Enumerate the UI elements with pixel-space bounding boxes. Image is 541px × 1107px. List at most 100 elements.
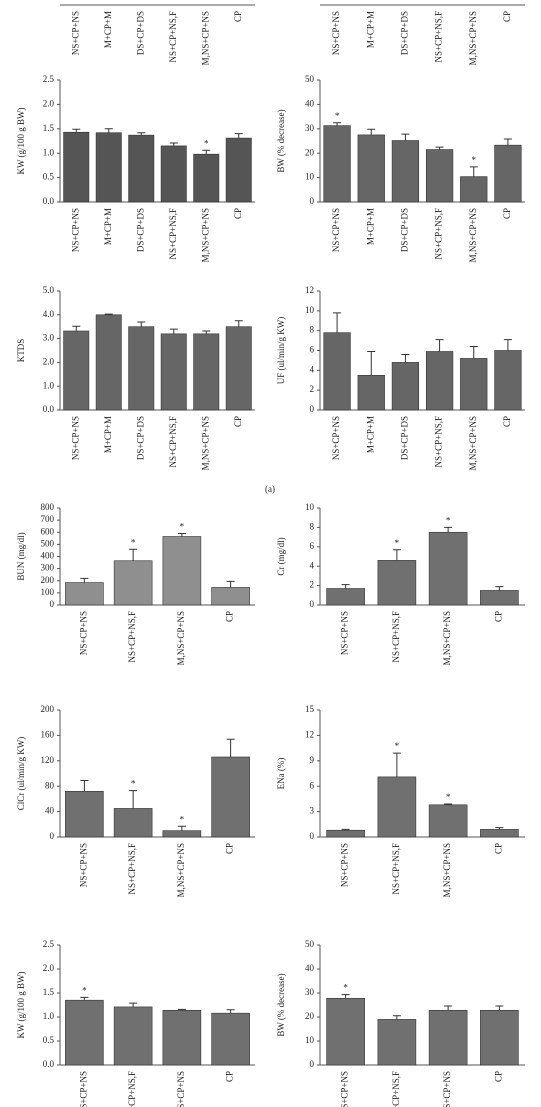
y-tick-label: 15: [305, 704, 315, 714]
x-tick-label: CP: [502, 416, 512, 427]
x-tick-label: M+CP+M: [365, 208, 375, 245]
y-tick-label: 700: [41, 514, 55, 524]
error-bar: [169, 328, 178, 334]
x-tick-label: CP: [502, 208, 512, 219]
y-tick-label: 20: [305, 1011, 315, 1021]
bar: [160, 333, 187, 411]
significance-mark: *: [335, 111, 340, 121]
y-tick-label: 8: [310, 521, 315, 531]
bar: [225, 326, 252, 411]
y-tick-label: 30: [305, 123, 315, 133]
bar: [193, 153, 220, 203]
x-tick-label: NS+CP+NS,F: [391, 843, 401, 894]
significance-mark: *: [395, 741, 400, 751]
x-tick-label: NS+CP+NS,F: [127, 1071, 137, 1107]
significance-mark: *: [131, 779, 136, 789]
x-tick-label: NS+CP+NS: [340, 1071, 350, 1107]
y-tick-label: 10: [305, 172, 315, 182]
x-tick-label: M+CP+M: [365, 11, 375, 48]
error-bar: [234, 133, 243, 139]
x-tick-label: NS+CP+NS,F: [434, 208, 444, 259]
error-bar: [333, 312, 342, 333]
x-tick-label: M,NS+CP+NS: [442, 843, 452, 897]
x-tick-label: NS+CP+NS: [78, 611, 88, 655]
bar: [211, 1012, 250, 1066]
bar: [162, 830, 202, 838]
y-tick-label: 0.0: [43, 404, 55, 414]
y-tick-label: 0: [310, 831, 315, 841]
y-tick-label: 10: [305, 305, 315, 315]
bar: [377, 1019, 417, 1066]
error-bar: [495, 586, 504, 591]
bar: [425, 149, 454, 203]
bar: [460, 358, 488, 411]
x-tick-label: CP: [225, 843, 235, 854]
x-tick-label: CP: [493, 843, 503, 854]
error-bar: [226, 738, 235, 757]
y-tick-label: 80: [45, 780, 55, 790]
y-tick-label: 8: [310, 325, 315, 335]
significance-mark: *: [446, 515, 451, 525]
error-bar: [435, 146, 444, 150]
y-tick-label: 10: [305, 502, 315, 512]
error-bar: [137, 132, 146, 136]
y-tick-label: 12: [305, 285, 314, 295]
x-tick-label: M,NS+CP+NS: [442, 611, 452, 665]
significance-mark: *: [343, 983, 348, 993]
bar: [460, 176, 488, 203]
bar: [377, 560, 417, 606]
error-bar: [495, 1005, 504, 1011]
bar: [323, 125, 351, 203]
x-tick-label: DS+CP+DS: [399, 208, 409, 252]
y-tick-label: 3.0: [43, 333, 55, 343]
y-tick-label: 0.0: [43, 1059, 55, 1069]
bar: [225, 137, 252, 203]
bar: [391, 362, 420, 411]
x-tick-label: NS+CP+NS,F: [434, 416, 444, 467]
bar: [162, 1009, 202, 1066]
bar: [480, 829, 519, 838]
y-tick-label: 9: [310, 755, 315, 765]
y-tick-label: 6: [310, 780, 315, 790]
x-tick-label: NS+CP+NS: [78, 1071, 88, 1107]
y-axis-title: ClCr (ul/min/g KW): [16, 737, 26, 811]
bar: [357, 374, 385, 411]
y-tick-label: 20: [305, 147, 315, 157]
error-bar: [202, 330, 211, 334]
x-tick-label: NS+CP+NS,F: [391, 1071, 401, 1107]
x-tick-label: M,NS+CP+NS: [176, 1071, 186, 1107]
error-bar: [495, 827, 504, 830]
x-tick-label: CP: [233, 208, 243, 219]
error-bar: [169, 142, 178, 146]
y-tick-label: 2.5: [43, 74, 55, 84]
bar: [65, 999, 104, 1066]
y-tick-label: 3: [310, 806, 315, 816]
x-tick-label: DS+CP+DS: [135, 11, 145, 55]
error-bar: [137, 321, 146, 327]
x-tick-label: DS+CP+DS: [135, 416, 145, 460]
y-tick-label: 0: [50, 831, 55, 841]
x-tick-label: DS+CP+DS: [399, 11, 409, 55]
x-tick-label: DS+CP+DS: [399, 416, 409, 460]
bar: [162, 536, 202, 606]
x-tick-label: DS+CP+DS: [135, 208, 145, 252]
y-tick-label: 300: [41, 563, 55, 573]
x-tick-label: M,NS+CP+NS: [200, 208, 210, 262]
y-tick-label: 0.0: [43, 196, 55, 206]
error-bar: [177, 825, 186, 831]
error-bar: [341, 584, 350, 589]
bar: [128, 326, 155, 411]
x-tick-label: NS+CP+NS,F: [127, 611, 137, 662]
bar: [326, 588, 365, 606]
error-bar: [469, 346, 478, 359]
y-tick-label: 40: [305, 963, 315, 973]
bar: [113, 808, 153, 838]
y-tick-label: 40: [305, 98, 315, 108]
y-tick-label: 5.0: [43, 285, 55, 295]
x-tick-label: M,NS+CP+NS: [200, 416, 210, 470]
significance-mark: *: [180, 522, 185, 532]
error-bar: [444, 1005, 453, 1011]
significance-mark: *: [446, 792, 451, 802]
y-tick-label: 2: [310, 384, 315, 394]
bar: [391, 140, 420, 203]
